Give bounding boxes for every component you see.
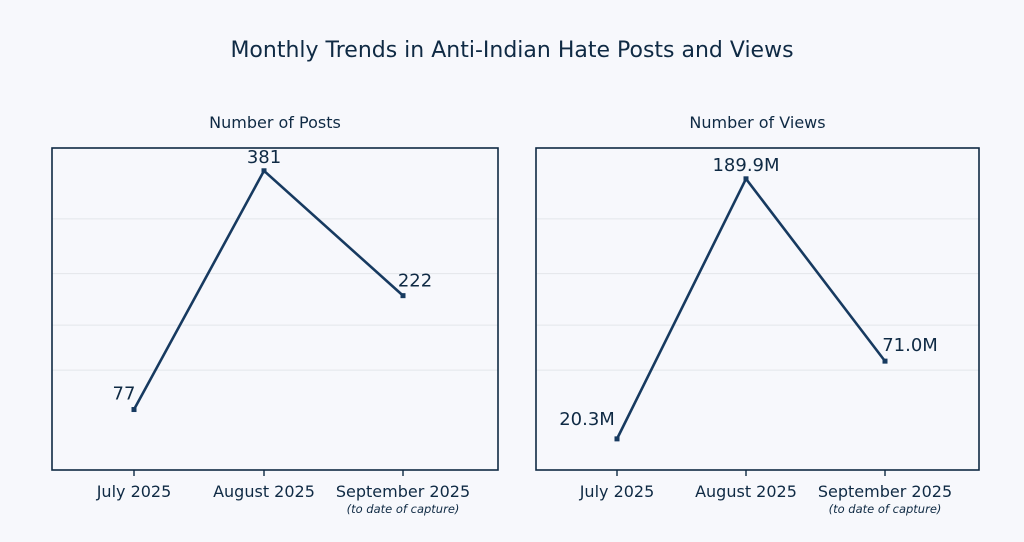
data-label: 381: [247, 147, 281, 168]
data-label: 20.3M: [559, 409, 615, 430]
data-label: 77: [113, 384, 136, 405]
data-point: [261, 168, 267, 174]
data-point: [614, 436, 620, 442]
series-line: [132, 168, 404, 411]
plot-frame: [535, 147, 980, 471]
data-label: 71.0M: [882, 335, 938, 356]
posts-chart-panel: Number of Posts July 2025 August 2025 Septe…: [51, 113, 499, 516]
x-tick-label: September 2025: [336, 482, 470, 501]
data-point: [882, 358, 888, 364]
data-point: [400, 293, 406, 299]
page-title: Monthly Trends in Anti-Indian Hate Posts…: [230, 38, 793, 63]
x-tick-label: July 2025: [579, 482, 655, 501]
x-tick-sublabel: (to date of capture): [829, 502, 942, 516]
chart-title: Number of Views: [689, 113, 825, 132]
x-tick-label: September 2025: [818, 482, 952, 501]
data-point: [131, 407, 137, 413]
data-label: 189.9M: [712, 155, 779, 176]
plot-frame: [51, 147, 499, 471]
data-point: [743, 176, 749, 182]
views-chart-panel: Number of Views July 2025 August 2025 Septe…: [535, 113, 980, 516]
x-tick-sublabel: (to date of capture): [347, 502, 460, 516]
x-tick-label: August 2025: [213, 482, 315, 501]
x-tick-label: July 2025: [96, 482, 172, 501]
x-tick-label: August 2025: [695, 482, 797, 501]
series-line: [615, 176, 887, 440]
chart-title: Number of Posts: [209, 113, 341, 132]
data-label: 222: [398, 271, 432, 292]
